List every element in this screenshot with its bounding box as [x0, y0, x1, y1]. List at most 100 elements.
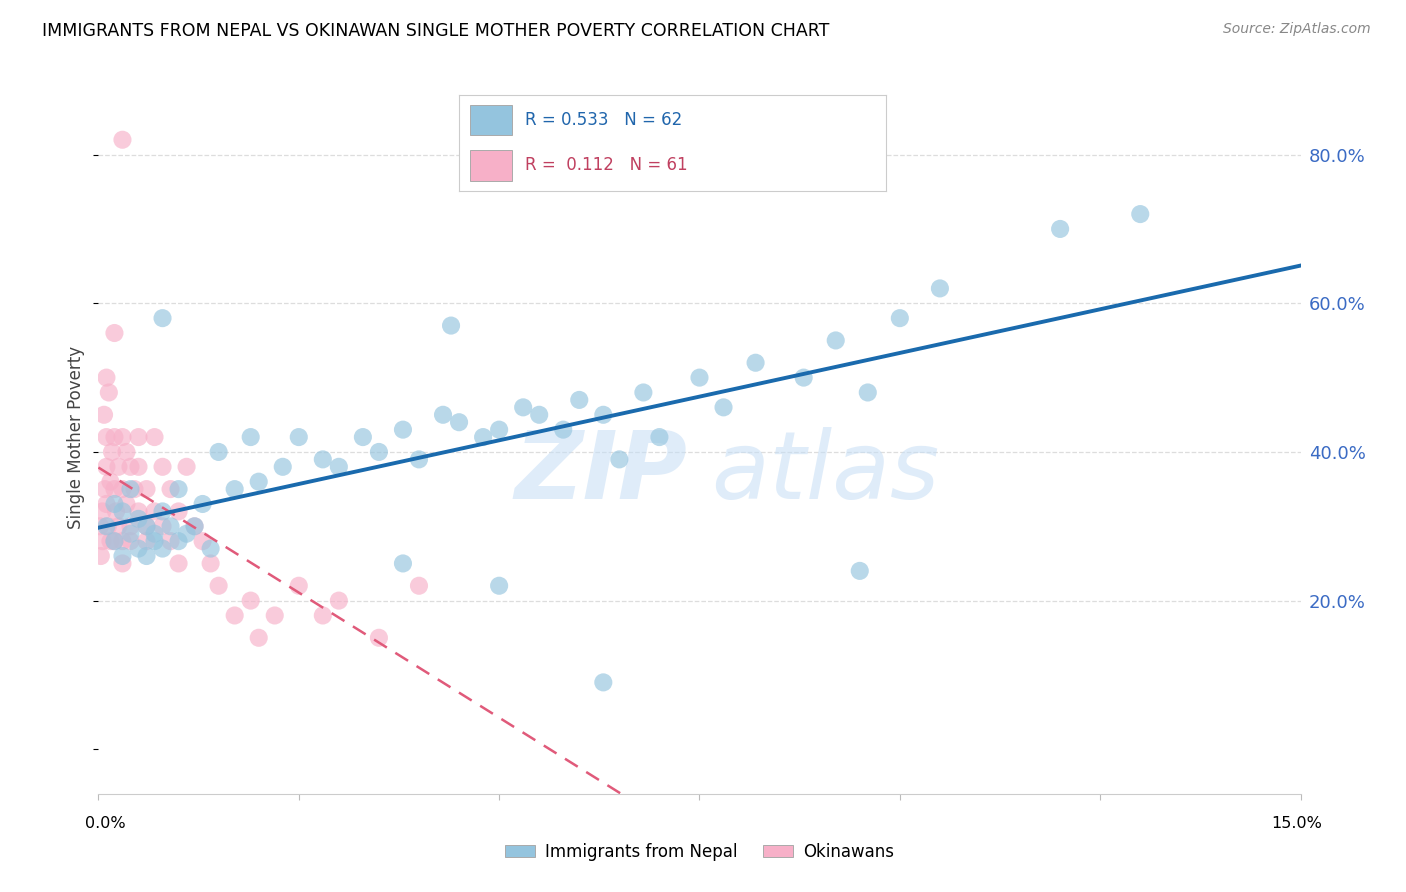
Point — [824, 334, 846, 348]
Point — [328, 593, 350, 607]
Point — [128, 459, 150, 474]
Point — [103, 497, 125, 511]
Point — [111, 534, 134, 549]
Point — [609, 452, 631, 467]
Point — [472, 430, 495, 444]
Y-axis label: Single Mother Poverty: Single Mother Poverty — [67, 345, 86, 529]
Point — [633, 385, 655, 400]
Point — [94, 482, 117, 496]
Point — [856, 385, 879, 400]
Point — [247, 631, 270, 645]
Point — [191, 534, 214, 549]
Point — [529, 408, 551, 422]
Point — [96, 497, 118, 511]
Point — [103, 534, 125, 549]
Point — [239, 593, 262, 607]
Point — [568, 392, 591, 407]
Text: IMMIGRANTS FROM NEPAL VS OKINAWAN SINGLE MOTHER POVERTY CORRELATION CHART: IMMIGRANTS FROM NEPAL VS OKINAWAN SINGLE… — [42, 22, 830, 40]
Point — [1049, 222, 1071, 236]
Point — [152, 459, 174, 474]
Point — [143, 430, 166, 444]
Point — [135, 549, 157, 563]
Point — [328, 459, 350, 474]
Point — [368, 631, 391, 645]
Point — [103, 482, 125, 496]
Point — [553, 423, 575, 437]
Point — [183, 519, 205, 533]
Point — [128, 541, 150, 556]
Point — [592, 408, 614, 422]
Point — [689, 370, 711, 384]
Point — [103, 326, 125, 340]
Point — [793, 370, 815, 384]
Text: ZIP: ZIP — [515, 426, 688, 519]
Point — [592, 675, 614, 690]
Point — [91, 534, 114, 549]
Point — [115, 497, 138, 511]
Point — [101, 445, 124, 459]
Point — [488, 423, 510, 437]
Point — [96, 519, 118, 533]
Point — [152, 541, 174, 556]
Point — [120, 526, 142, 541]
Point — [224, 608, 246, 623]
Point — [159, 519, 181, 533]
Point — [96, 370, 118, 384]
Point — [96, 430, 118, 444]
Point — [288, 579, 311, 593]
Point — [135, 519, 157, 533]
Point — [115, 445, 138, 459]
Point — [1129, 207, 1152, 221]
Point — [143, 504, 166, 518]
Point — [512, 401, 534, 415]
Point — [128, 504, 150, 518]
Point — [105, 504, 128, 518]
Point — [176, 459, 198, 474]
Point — [111, 504, 134, 518]
Point — [159, 534, 181, 549]
Point — [271, 459, 294, 474]
Point — [408, 579, 430, 593]
Point — [263, 608, 285, 623]
Point — [152, 504, 174, 518]
Point — [152, 519, 174, 533]
Text: atlas: atlas — [711, 427, 939, 518]
Point — [93, 408, 115, 422]
Point — [91, 504, 114, 518]
Point — [744, 356, 766, 370]
Point — [124, 482, 146, 496]
Point — [208, 445, 231, 459]
Point — [143, 526, 166, 541]
Point — [167, 504, 190, 518]
Point — [100, 475, 122, 489]
Point — [111, 430, 134, 444]
Point — [135, 482, 157, 496]
Point — [239, 430, 262, 444]
Text: 0.0%: 0.0% — [86, 816, 125, 831]
Point — [713, 401, 735, 415]
Point — [167, 534, 190, 549]
Point — [143, 534, 166, 549]
Legend: Immigrants from Nepal, Okinawans: Immigrants from Nepal, Okinawans — [499, 837, 900, 868]
Point — [247, 475, 270, 489]
Point — [135, 534, 157, 549]
Point — [90, 549, 112, 563]
Point — [889, 311, 911, 326]
Point — [120, 482, 142, 496]
Point — [440, 318, 463, 333]
Point — [312, 452, 335, 467]
Point — [849, 564, 872, 578]
Point — [103, 534, 125, 549]
Point — [97, 385, 120, 400]
Point — [312, 608, 335, 623]
Point — [89, 519, 111, 533]
Point — [208, 579, 231, 593]
Point — [167, 557, 190, 571]
Point — [135, 519, 157, 533]
Point — [96, 459, 118, 474]
Point — [111, 549, 134, 563]
Point — [120, 519, 142, 533]
Point — [152, 311, 174, 326]
Point — [191, 497, 214, 511]
Point — [200, 541, 222, 556]
